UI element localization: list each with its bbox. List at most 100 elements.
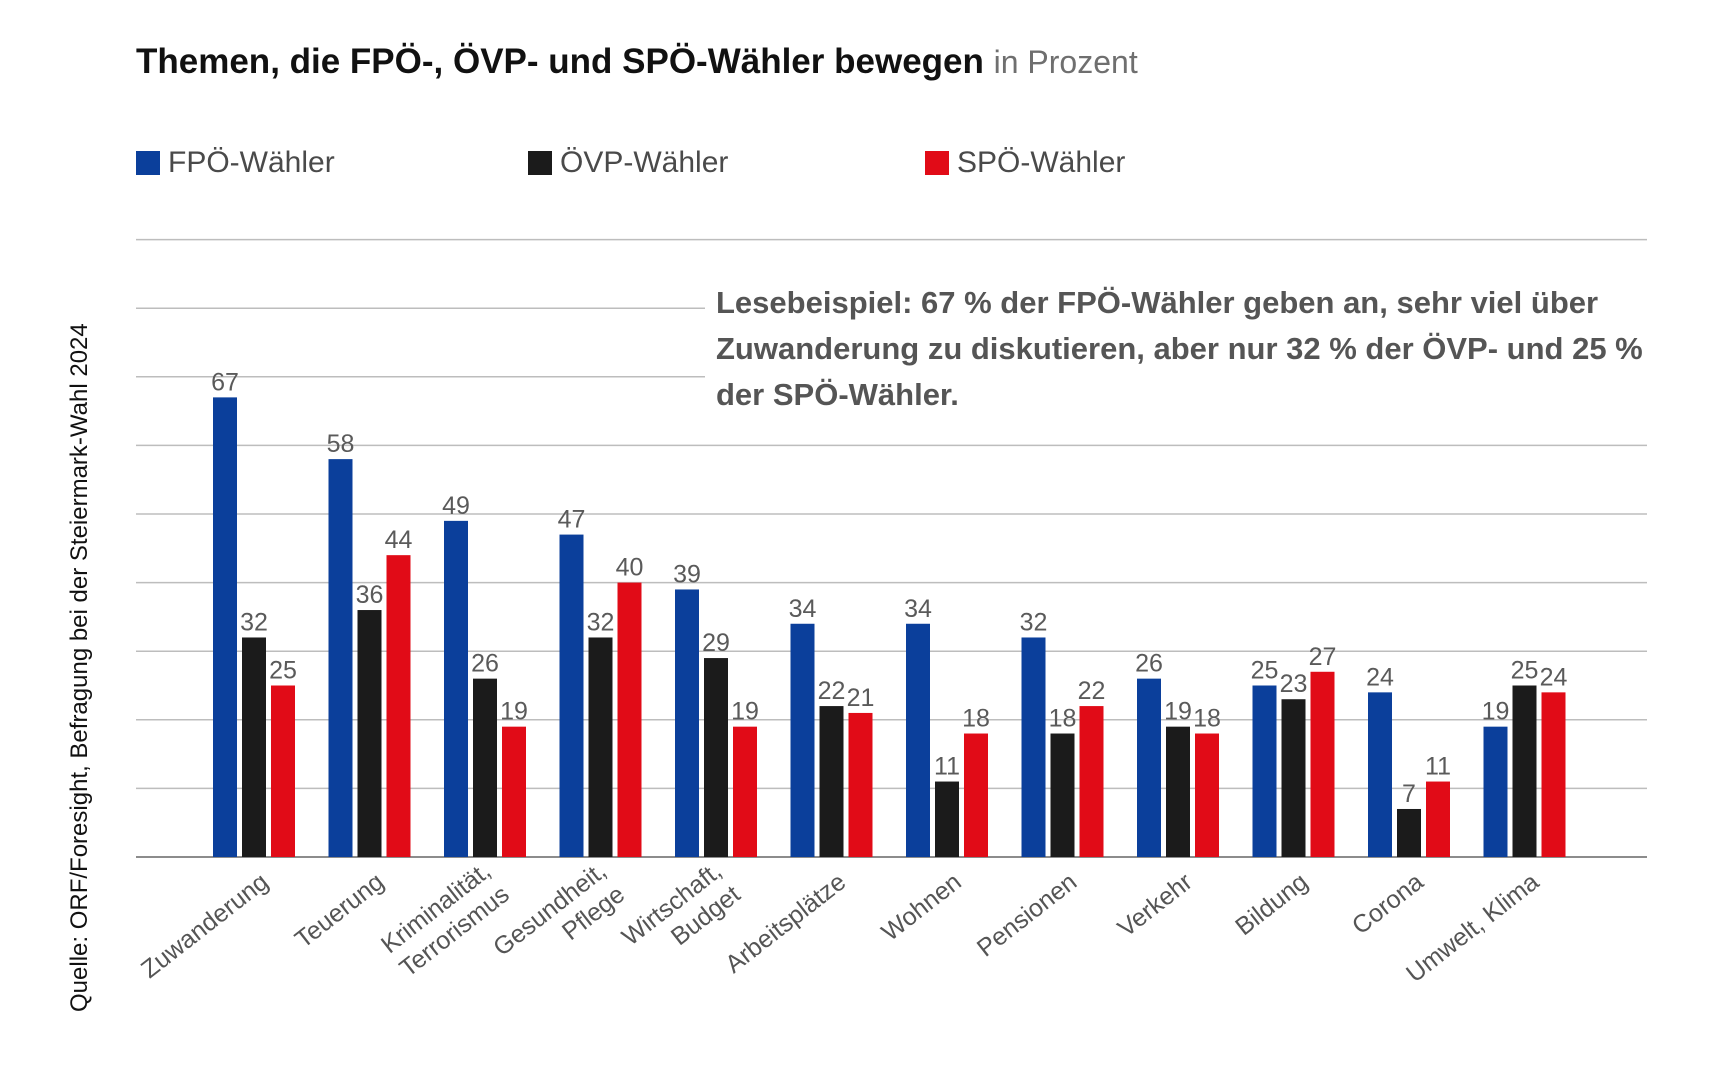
bar-ovp: [704, 658, 728, 857]
data-label-ovp: 36: [356, 581, 384, 609]
bar-ovp: [1166, 726, 1190, 857]
legend-label-spo: SPÖ-Wähler: [957, 146, 1126, 179]
bar-fpo: [1021, 637, 1046, 857]
bar-spo: [848, 712, 873, 857]
bar-ovp: [1281, 699, 1306, 857]
category-label-line: Zuwanderung: [136, 868, 274, 984]
category-label-line: Wohnen: [876, 868, 966, 947]
data-label-fpo: 39: [673, 560, 701, 588]
data-label-ovp: 32: [587, 608, 615, 636]
data-label-spo: 21: [847, 684, 875, 712]
bar-ovp: [357, 610, 382, 857]
bar-spo: [502, 726, 526, 857]
data-label-fpo: 34: [904, 595, 932, 623]
category-label-line: Bildung: [1230, 868, 1313, 941]
data-label-fpo: 49: [442, 492, 470, 520]
bar-ovp: [1397, 808, 1421, 857]
data-label-spo: 27: [1309, 643, 1337, 671]
category-label: Teuerung: [290, 868, 389, 954]
bar-fpo: [444, 520, 468, 857]
bar-fpo: [1483, 726, 1508, 857]
category-label: Gesundheit,Pflege: [488, 857, 630, 986]
legend-swatch-spo: [925, 151, 949, 175]
bar-fpo: [213, 397, 237, 857]
data-label-fpo: 47: [558, 506, 586, 534]
legend-label-ovp: ÖVP-Wähler: [560, 146, 729, 179]
bar-fpo: [328, 459, 353, 857]
bar-spo: [1310, 671, 1335, 857]
data-label-ovp: 22: [818, 677, 846, 705]
legend-item-ovp: ÖVP-Wähler: [528, 143, 728, 183]
bar-fpo: [1137, 678, 1161, 857]
data-label-fpo: 32: [1020, 608, 1048, 636]
bar-fpo: [906, 623, 930, 857]
data-label-spo: 19: [731, 698, 759, 726]
category-label: Verkehr: [1113, 868, 1198, 943]
bar-fpo: [790, 623, 815, 857]
bar-fpo: [1252, 685, 1277, 857]
data-label-ovp: 19: [1164, 698, 1192, 726]
data-label-ovp: 25: [1511, 657, 1539, 685]
bar-spo: [617, 582, 642, 857]
data-label-ovp: 11: [934, 753, 960, 781]
bar-spo: [1079, 706, 1104, 857]
bar-fpo: [559, 534, 584, 857]
data-label-ovp: 29: [702, 629, 730, 657]
annotation-backdrop: [705, 272, 1665, 412]
data-label-ovp: 23: [1280, 670, 1308, 698]
bar-ovp: [473, 678, 497, 857]
bar-spo: [1426, 781, 1450, 857]
category-label-line: Corona: [1347, 868, 1429, 941]
category-label-line: Arbeitsplätze: [720, 868, 851, 979]
data-label-fpo: 25: [1251, 657, 1279, 685]
data-label-spo: 40: [616, 554, 644, 582]
category-label: Wohnen: [876, 868, 966, 947]
category-label-line: Verkehr: [1113, 868, 1198, 943]
bar-spo: [1541, 692, 1566, 857]
bar-ovp: [1512, 685, 1537, 857]
data-label-spo: 25: [269, 657, 297, 685]
data-label-fpo: 67: [211, 368, 239, 396]
bar-spo: [733, 726, 757, 857]
bar-spo: [1195, 733, 1219, 857]
legend-item-fpo: FPÖ-Wähler: [136, 143, 335, 183]
data-label-ovp: 26: [471, 650, 499, 678]
data-label-fpo: 26: [1135, 650, 1163, 678]
legend-swatch-fpo: [136, 151, 160, 175]
legend-label-fpo: FPÖ-Wähler: [168, 146, 335, 179]
bar-ovp: [588, 637, 613, 857]
bar-ovp: [819, 706, 844, 857]
bar-fpo: [1368, 692, 1392, 857]
bar-spo: [964, 733, 988, 857]
chart-title: Themen, die FPÖ-, ÖVP- und SPÖ-Wähler be…: [136, 42, 1138, 82]
data-label-spo: 44: [385, 526, 413, 554]
data-label-ovp: 7: [1402, 780, 1416, 808]
bar-spo: [386, 555, 411, 857]
data-label-spo: 22: [1078, 677, 1106, 705]
data-label-fpo: 34: [789, 595, 817, 623]
reading-example-annotation: Lesebeispiel: 67 % der FPÖ-Wähler geben …: [716, 285, 1643, 412]
category-label: Corona: [1347, 868, 1429, 941]
data-label-spo: 19: [500, 698, 528, 726]
chart-subtitle: in Prozent: [993, 44, 1138, 80]
bar-fpo: [675, 589, 699, 857]
category-label-line: Teuerung: [290, 868, 389, 954]
category-label: Arbeitsplätze: [720, 868, 851, 979]
data-label-spo: 18: [1193, 705, 1221, 733]
bar-spo: [271, 685, 295, 857]
category-label-line: Pensionen: [972, 868, 1082, 963]
legend-item-spo: SPÖ-Wähler: [925, 143, 1125, 183]
data-label-ovp: 18: [1049, 705, 1077, 733]
bar-ovp: [242, 637, 266, 857]
chart-title-text: Themen, die FPÖ-, ÖVP- und SPÖ-Wähler be…: [136, 42, 984, 81]
legend-swatch-ovp: [528, 151, 552, 175]
data-label-fpo: 58: [327, 430, 355, 458]
category-label: Zuwanderung: [136, 868, 274, 984]
data-label-ovp: 32: [240, 608, 268, 636]
source-note: Quelle: ORF/Foresight, Befragung bei der…: [66, 323, 93, 1012]
data-label-spo: 18: [962, 705, 990, 733]
category-label: Pensionen: [972, 868, 1082, 963]
data-label-spo: 11: [1425, 753, 1451, 781]
category-label: Kriminalität,Terrorismus: [376, 857, 515, 983]
